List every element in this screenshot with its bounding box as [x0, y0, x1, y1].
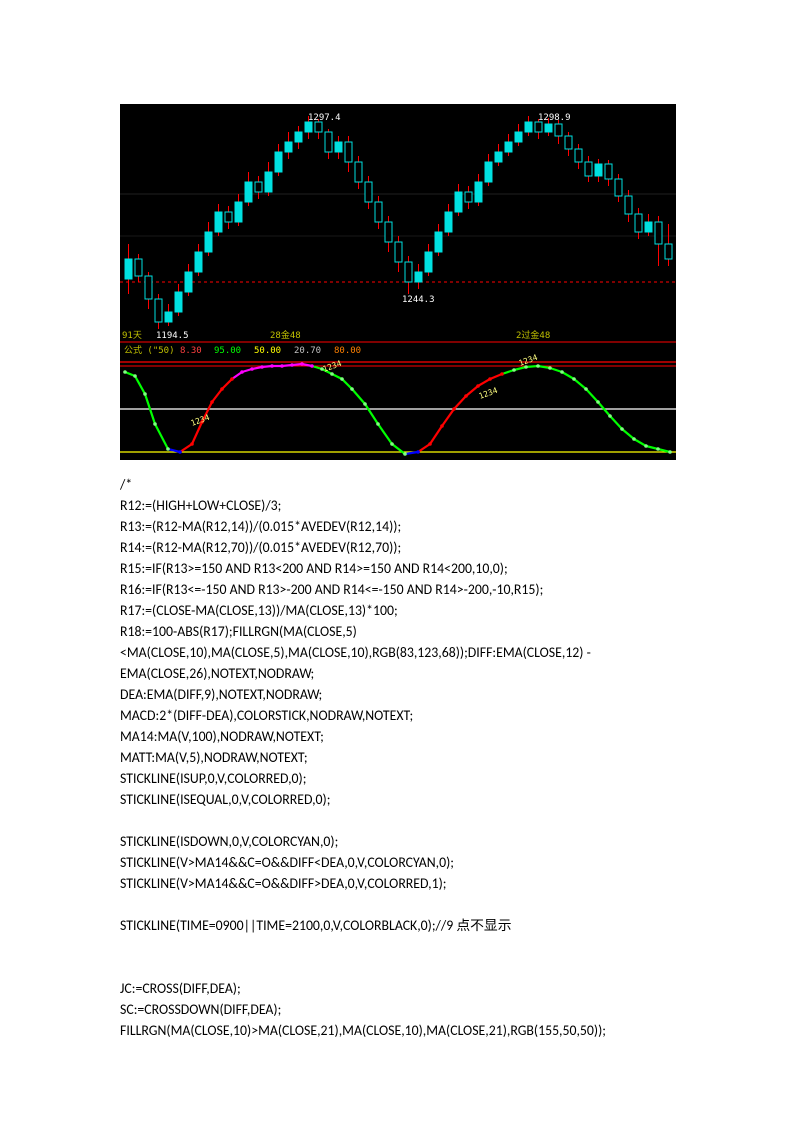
code-line: DEA:EMA(DIFF,9),NOTEXT,NODRAW; [120, 684, 676, 705]
code-line: STICKLINE(TIME=0900||TIME=2100,0,V,COLOR… [120, 915, 676, 936]
code-line: R13:=(R12-MA(R12,14))/(0.015*AVEDEV(R12,… [120, 516, 676, 537]
code-line: JC:=CROSS(DIFF,DEA); [120, 978, 676, 999]
code-line [120, 810, 676, 831]
code-line: STICKLINE(ISEQUAL,0,V,COLORRED,0); [120, 789, 676, 810]
svg-text:1298.9: 1298.9 [538, 113, 571, 123]
code-line: R17:=(CLOSE-MA(CLOSE,13))/MA(CLOSE,13)*1… [120, 600, 676, 621]
stock-chart: 1297.4 1298.9 1244.3 1194.5 91天 28金48 2过金48 公式 … [120, 104, 676, 460]
svg-text:95.00: 95.00 [214, 346, 241, 356]
svg-text:1244.3: 1244.3 [402, 295, 435, 305]
code-line [120, 957, 676, 978]
svg-text:2过金48: 2过金48 [516, 329, 550, 341]
code-line: MACD:2*(DIFF-DEA),COLORSTICK,NODRAW,NOTE… [120, 705, 676, 726]
svg-text:50.00: 50.00 [254, 346, 281, 356]
svg-text:1234: 1234 [322, 359, 343, 374]
code-line: /* [120, 474, 676, 495]
code-line [120, 894, 676, 915]
code-line: MA14:MA(V,100),NODRAW,NOTEXT; [120, 726, 676, 747]
code-line: R18:=100-ABS(R17);FILLRGN(MA(CLOSE,5)<MA… [120, 621, 676, 684]
code-line: STICKLINE(ISDOWN,0,V,COLORCYAN,0); [120, 831, 676, 852]
code-line: R12:=(HIGH+LOW+CLOSE)/3; [120, 495, 676, 516]
svg-text:91天: 91天 [122, 331, 142, 341]
code-line: R16:=IF(R13<=-150 AND R13>-200 AND R14<=… [120, 579, 676, 600]
svg-text:80.00: 80.00 [334, 346, 361, 356]
svg-text:8.30: 8.30 [180, 346, 202, 356]
svg-text:1234: 1234 [478, 386, 499, 401]
svg-text:20.70: 20.70 [294, 346, 321, 356]
svg-text:1194.5: 1194.5 [156, 331, 189, 341]
svg-text:28金48: 28金48 [270, 329, 301, 341]
code-line: MATT:MA(V,5),NODRAW,NOTEXT; [120, 747, 676, 768]
code-listing: /*R12:=(HIGH+LOW+CLOSE)/3;R13:=(R12-MA(R… [120, 474, 676, 1041]
code-line: R14:=(R12-MA(R12,70))/(0.015*AVEDEV(R12,… [120, 537, 676, 558]
code-line: FILLRGN(MA(CLOSE,10)>MA(CLOSE,21),MA(CLO… [120, 1020, 676, 1041]
svg-text:公式 ("50): 公式 ("50) [124, 344, 175, 356]
code-line: STICKLINE(ISUP,0,V,COLORRED,0); [120, 768, 676, 789]
code-line: R15:=IF(R13>=150 AND R13<200 AND R14>=15… [120, 558, 676, 579]
code-line: STICKLINE(V>MA14&&C=O&&DIFF<DEA,0,V,COLO… [120, 852, 676, 873]
code-line: STICKLINE(V>MA14&&C=O&&DIFF>DEA,0,V,COLO… [120, 873, 676, 894]
code-line [120, 936, 676, 957]
chart-svg: 1297.4 1298.9 1244.3 1194.5 91天 28金48 2过金48 公式 … [120, 104, 676, 460]
svg-text:1297.4: 1297.4 [308, 113, 341, 123]
code-line: SC:=CROSSDOWN(DIFF,DEA); [120, 999, 676, 1020]
